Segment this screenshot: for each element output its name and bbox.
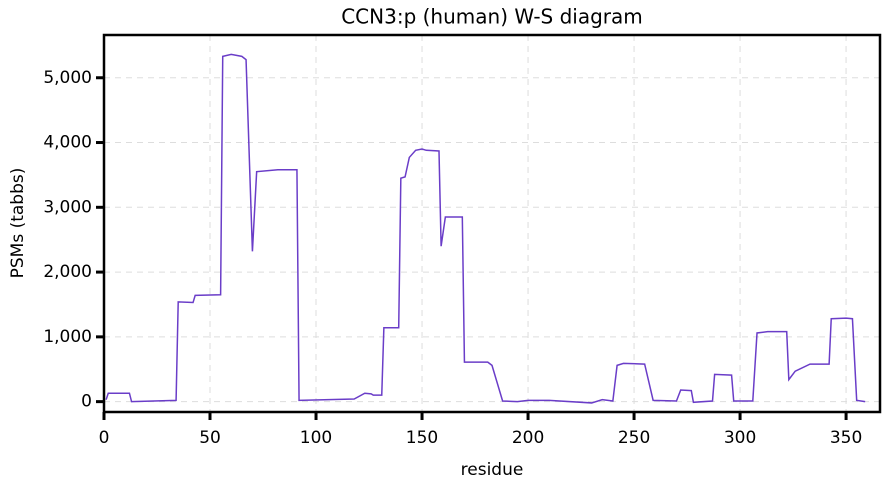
data-line	[105, 53, 866, 404]
y-tick-label: 3,000	[43, 197, 92, 217]
x-tick-label: 350	[830, 428, 862, 448]
x-axis-label: residue	[461, 460, 524, 480]
plot-frame	[102, 33, 882, 414]
x-tick-label: 200	[512, 428, 544, 448]
y-tick-label: 4,000	[43, 133, 92, 153]
x-tick-label: 150	[406, 428, 438, 448]
y-tick-label: 0	[81, 392, 92, 412]
x-tick-label: 50	[199, 428, 221, 448]
y-axis-label: PSMs (tabbs)	[8, 168, 28, 279]
x-tick-label: 0	[99, 428, 110, 448]
chart-title: CCN3:p (human) W-S diagram	[341, 5, 643, 29]
x-tick-label: 100	[300, 428, 332, 448]
x-tick-label: 250	[618, 428, 650, 448]
y-tick-label: 5,000	[43, 68, 92, 88]
x-tick-label: 300	[724, 428, 756, 448]
y-tick-label: 2,000	[43, 262, 92, 282]
y-tick-label: 1,000	[43, 327, 92, 347]
